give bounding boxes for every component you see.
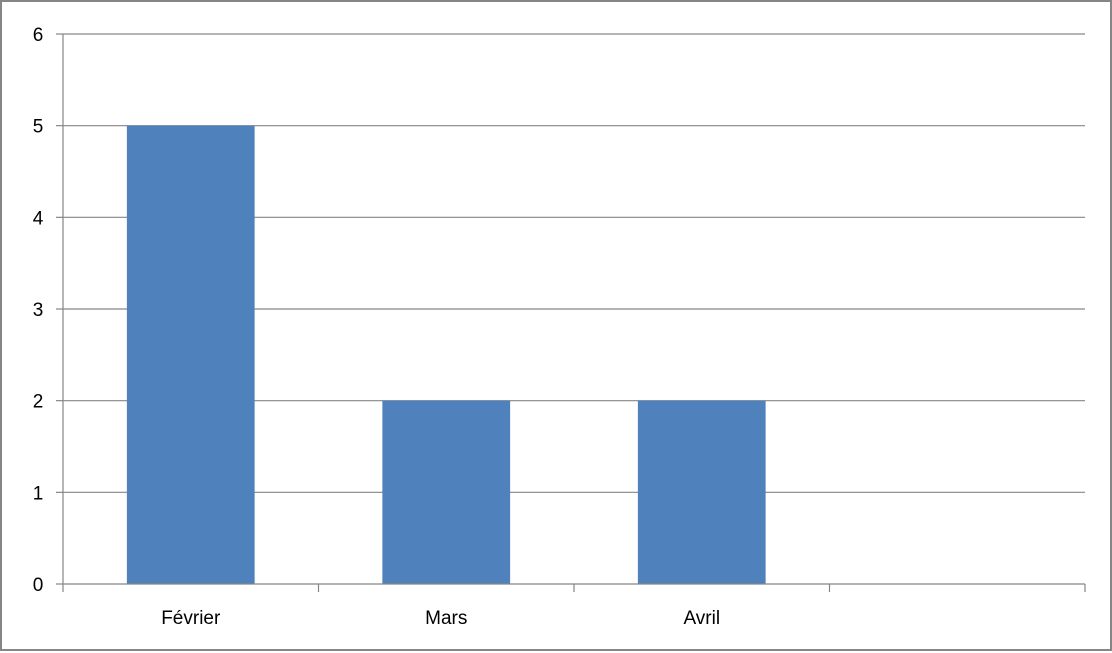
y-tick-label: 2 xyxy=(33,392,44,413)
x-tick-label: Avril xyxy=(683,608,720,629)
x-tick-label: Février xyxy=(161,608,221,629)
bar-février xyxy=(126,125,255,585)
bar-avril xyxy=(637,400,766,584)
y-tick-label: 0 xyxy=(33,575,44,596)
y-tick-label: 6 xyxy=(33,25,44,46)
y-tick-label: 1 xyxy=(33,483,44,504)
x-tick-label: Mars xyxy=(425,608,467,629)
axes xyxy=(56,33,1086,592)
y-tick-label: 4 xyxy=(33,208,44,229)
axis-labels: 0 1 2 3 4 5 6 Février Mars Avril xyxy=(33,25,720,629)
bars xyxy=(126,125,766,585)
y-tick-label: 3 xyxy=(33,300,44,321)
y-tick-label: 5 xyxy=(33,117,44,138)
bar-mars xyxy=(382,400,511,584)
